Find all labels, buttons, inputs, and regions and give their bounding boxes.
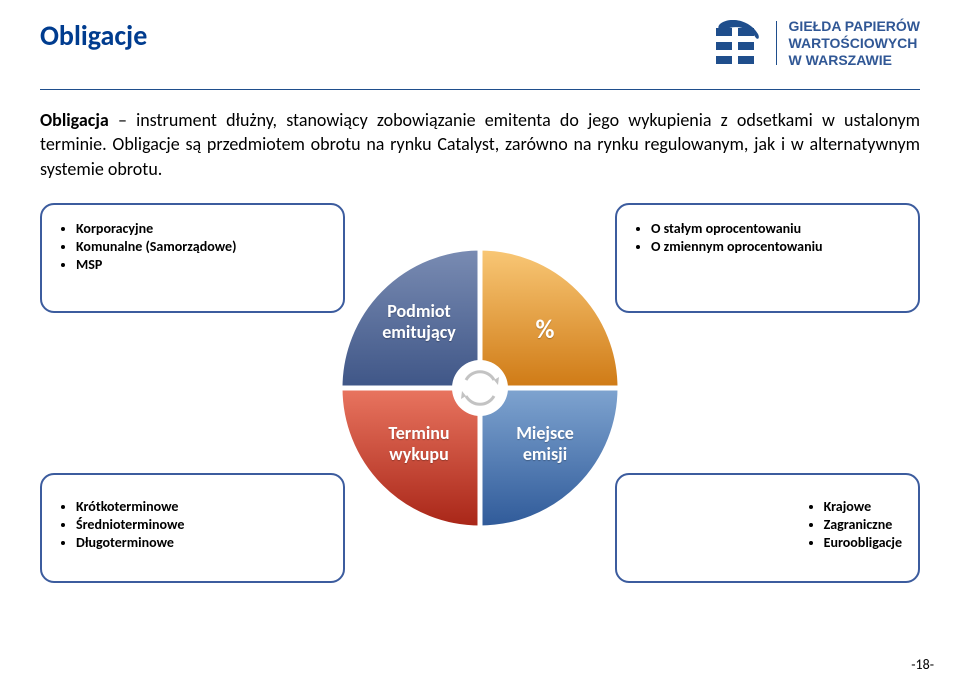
header-right: GIEŁDA PAPIERÓW WARTOŚCIOWYCH W WARSZAWI…	[710, 18, 920, 68]
card-br-item-3: Euroobligacje	[824, 534, 902, 551]
header-underline	[40, 89, 920, 90]
body-text-bold: Obligacja	[40, 109, 109, 131]
card-tl-list: Korporacyjne Komunalne (Samorządowe) MSP	[58, 220, 327, 273]
circle-chart: Podmiot emitujący % Terminu wykupu Miejs…	[335, 243, 625, 533]
card-tl-item-3: MSP	[76, 256, 327, 273]
card-bl-item-1: Krótkoterminowe	[76, 498, 184, 515]
card-br-item-1: Krajowe	[824, 498, 902, 515]
brand-text: GIEŁDA PAPIERÓW WARTOŚCIOWYCH W WARSZAWI…	[789, 18, 920, 68]
page-number: -18-	[911, 656, 934, 673]
card-tr-item-1: O stałym oprocentowaniu	[651, 220, 902, 237]
card-bl-item-2: Średnioterminowe	[76, 516, 184, 533]
card-tr-item-2: O zmiennym oprocentowaniu	[651, 238, 902, 255]
diagram: Korporacyjne Komunalne (Samorządowe) MSP…	[40, 203, 920, 583]
body-text: Obligacja – instrument dłużny, stanowiąc…	[40, 108, 920, 181]
card-tr-list: O stałym oprocentowaniu O zmiennym oproc…	[633, 220, 902, 255]
card-top-left: Korporacyjne Komunalne (Samorządowe) MSP	[40, 203, 345, 313]
brand-line-2: WARTOŚCIOWYCH	[789, 35, 920, 52]
card-br-item-2: Zagraniczne	[824, 516, 902, 533]
body-text-rest: – instrument dłużny, stanowiący zobowiąz…	[40, 109, 920, 180]
page-root: Obligacje GIEŁDA PAPIERÓW WARTOŚCIOWYCH …	[0, 0, 960, 687]
card-bottom-left: Krótkoterminowe Średnioterminowe Długote…	[40, 473, 345, 583]
card-bl-item-3: Długoterminowe	[76, 534, 184, 551]
brand-line-3: W WARSZAWIE	[789, 52, 920, 69]
brand-divider	[776, 21, 777, 65]
card-bottom-right: Krajowe Zagraniczne Euroobligacje	[615, 473, 920, 583]
card-tl-item-1: Korporacyjne	[76, 220, 327, 237]
circle-svg	[335, 243, 625, 533]
card-top-right: O stałym oprocentowaniu O zmiennym oproc…	[615, 203, 920, 313]
card-tl-item-2: Komunalne (Samorządowe)	[76, 238, 327, 255]
card-bl-list: Krótkoterminowe Średnioterminowe Długote…	[58, 498, 184, 551]
brand-line-1: GIEŁDA PAPIERÓW	[789, 18, 920, 35]
card-br-list: Krajowe Zagraniczne Euroobligacje	[806, 498, 902, 551]
gpw-logo-icon	[710, 20, 764, 66]
